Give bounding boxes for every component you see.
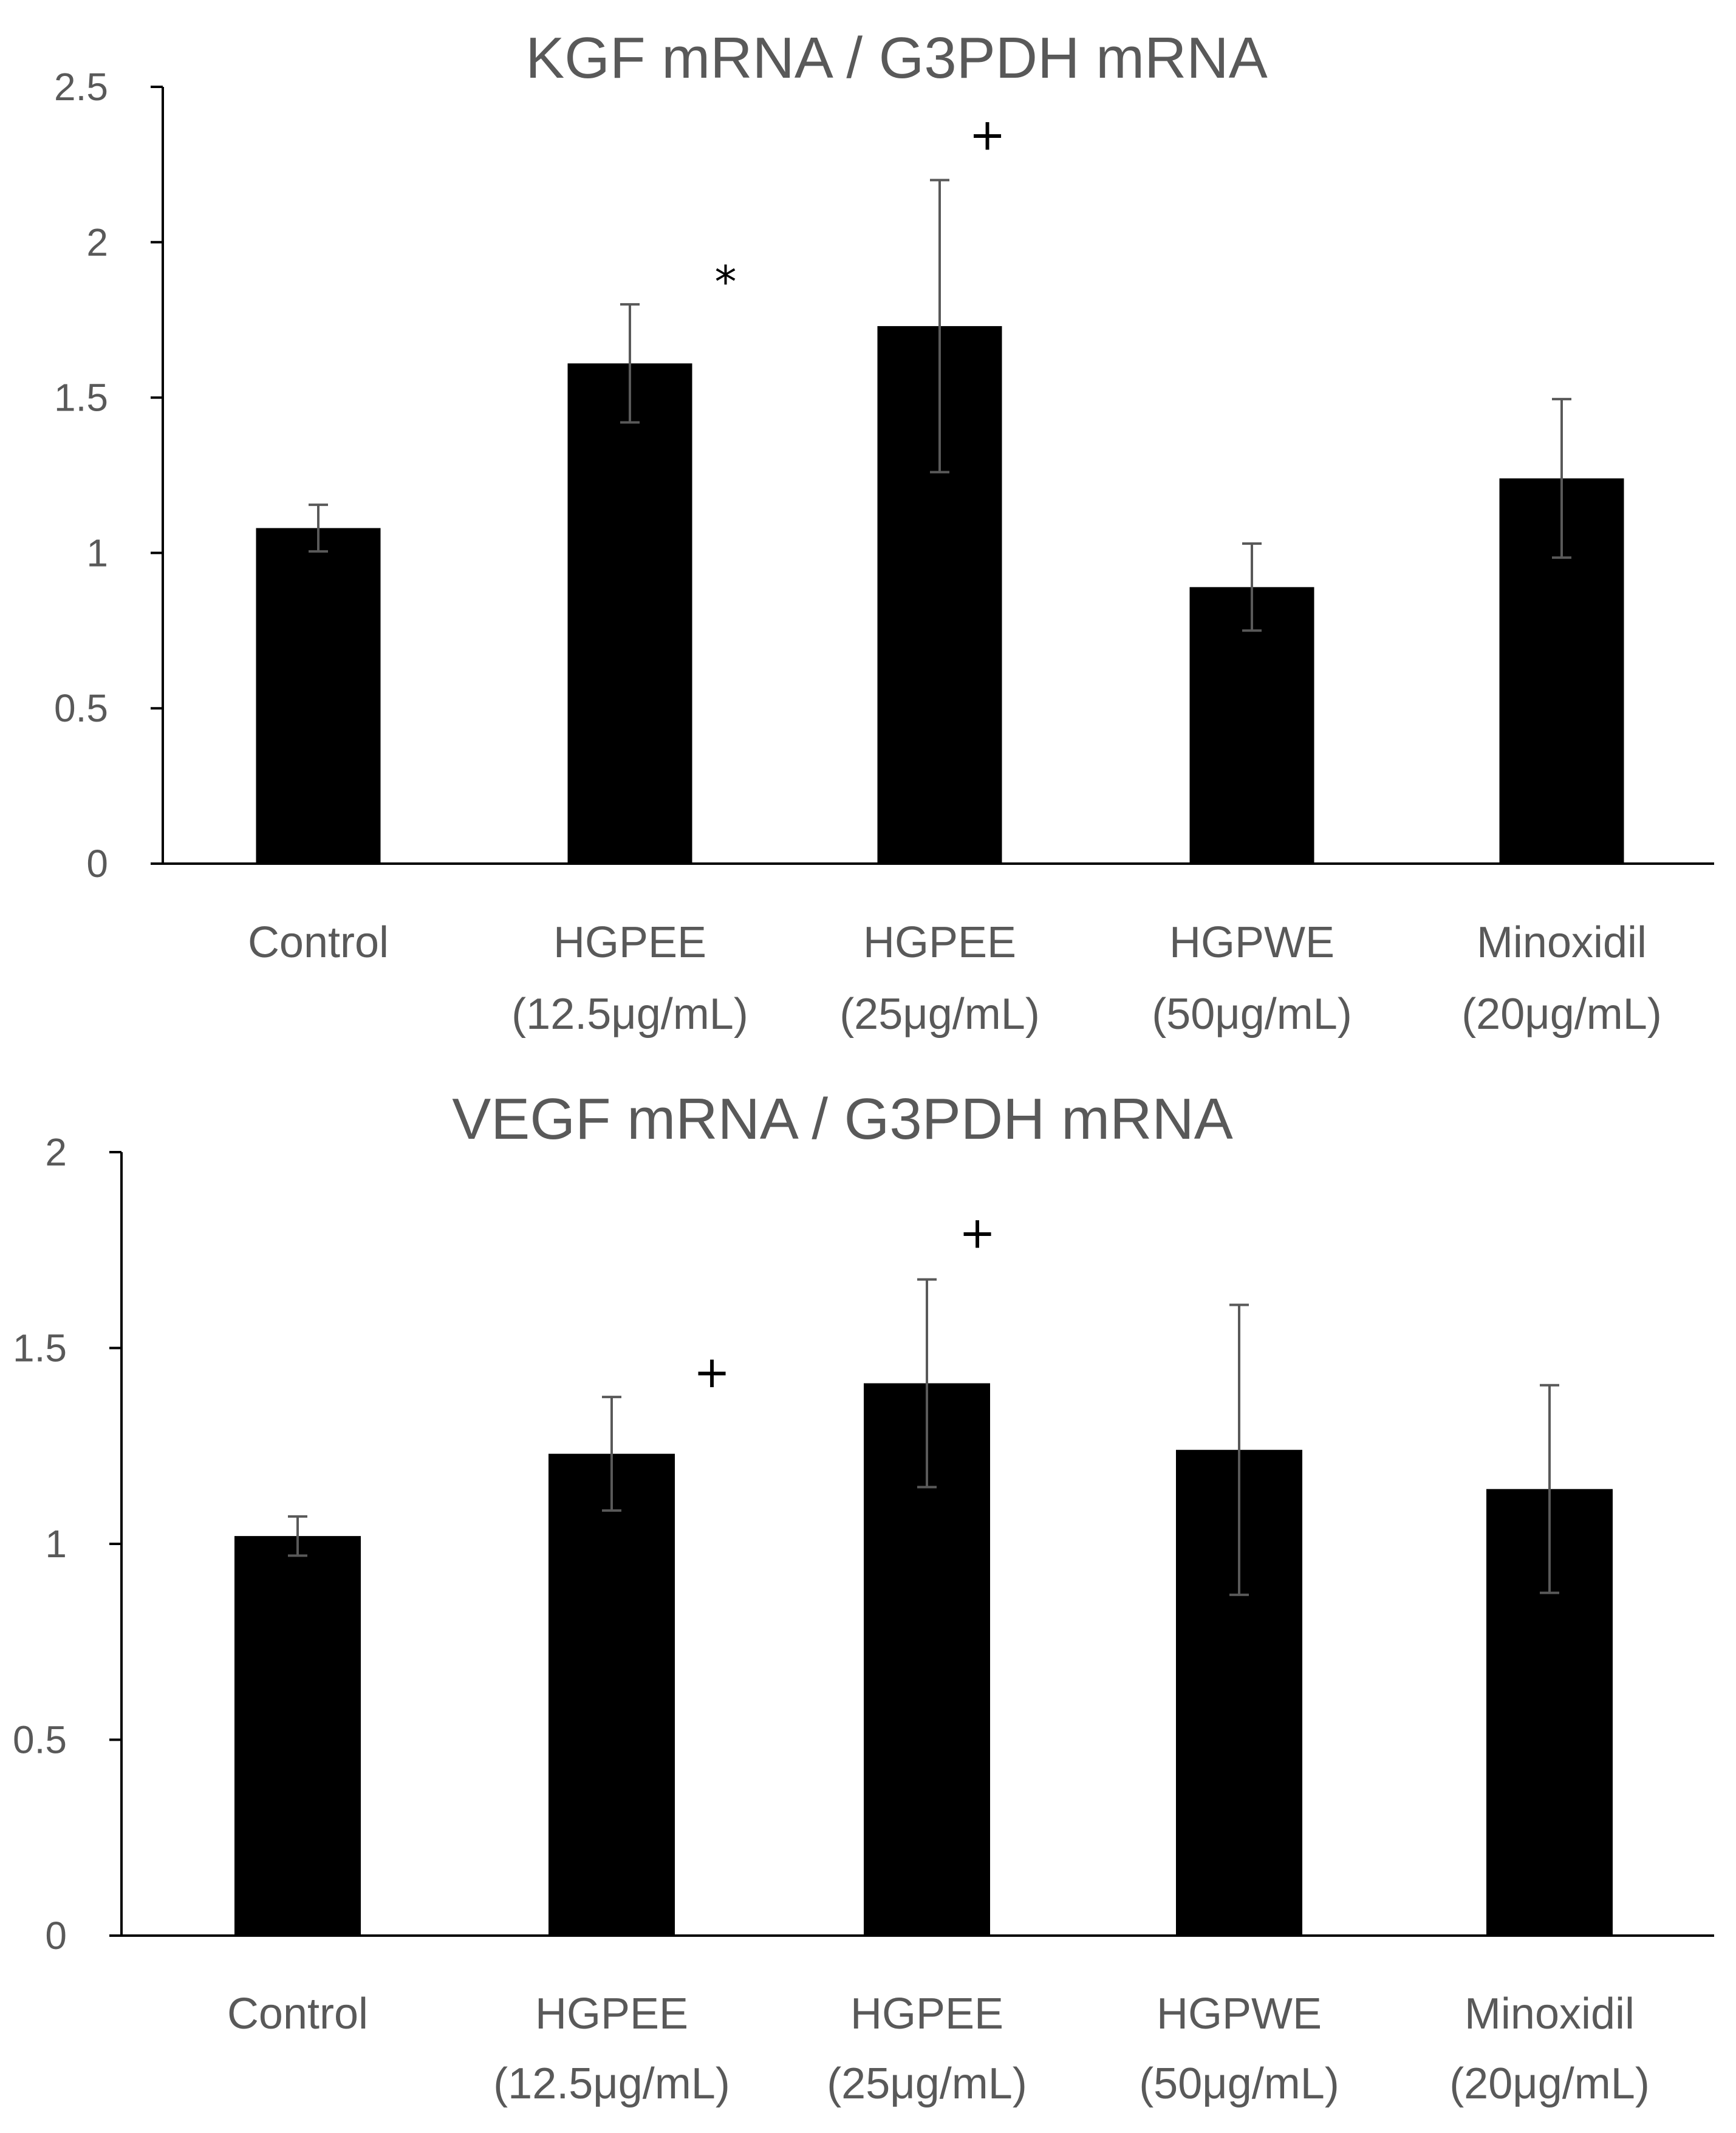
x-tick-label: (50μg/mL) (1152, 990, 1352, 1039)
x-tick-label: Minoxidil (1477, 918, 1647, 967)
y-tick-label: 2.5 (54, 65, 108, 109)
y-tick-label: 1 (86, 531, 108, 575)
x-tick-label: Control (227, 1990, 368, 2038)
significance-mark: + (969, 109, 1005, 160)
y-tick-label: 2 (86, 220, 108, 264)
y-tick-label: 2 (45, 1130, 67, 1174)
y-tick-label: 1.5 (54, 376, 108, 420)
bar (234, 1536, 361, 1936)
y-tick-label: 1 (45, 1522, 67, 1566)
y-tick-label: 0.5 (54, 686, 108, 730)
chart-title: KGF mRNA / G3PDH mRNA (525, 26, 1267, 90)
y-tick-label: 1.5 (13, 1326, 67, 1370)
bar (567, 363, 692, 864)
x-tick-label: HGPWE (1169, 918, 1334, 967)
x-tick-label: (25μg/mL) (827, 2060, 1027, 2108)
x-tick-label: Minoxidil (1464, 1990, 1635, 2038)
vegf-chart: VEGF mRNA / G3PDH mRNA 0 0.5 1 1.5 2 Control + H… (13, 1087, 1714, 2108)
x-tick-label: HGPWE (1157, 1990, 1322, 2038)
significance-mark: + (959, 1207, 996, 1258)
x-tick-label: (12.5μg/mL) (511, 990, 748, 1039)
x-tick-label: (20μg/mL) (1449, 2060, 1650, 2108)
y-tick-label: 0.5 (13, 1718, 67, 1762)
x-tick-label: (50μg/mL) (1139, 2060, 1339, 2108)
chart-title: VEGF mRNA / G3PDH mRNA (452, 1087, 1233, 1152)
x-tick-label: HGPEE (553, 918, 706, 967)
x-tick-label: HGPEE (863, 918, 1016, 967)
x-tick-label: (25μg/mL) (839, 990, 1040, 1039)
x-tick-label: (20μg/mL) (1461, 990, 1662, 1039)
x-tick-label: Control (248, 918, 389, 967)
y-tick-label: 0 (86, 842, 108, 886)
kgf-chart: KGF mRNA / G3PDH mRNA 0 0.5 1 1.5 2 2.5 Control… (54, 26, 1714, 1039)
significance-mark: + (694, 1346, 730, 1398)
y-tick-label: 0 (45, 1914, 67, 1957)
x-tick-label: HGPEE (535, 1990, 688, 2038)
bar (1189, 587, 1314, 864)
significance-mark: * (715, 256, 737, 307)
bar (256, 528, 381, 864)
x-tick-label: (12.5μg/mL) (493, 2060, 730, 2108)
bar (548, 1453, 675, 1936)
x-tick-label: HGPEE (850, 1990, 1003, 2038)
